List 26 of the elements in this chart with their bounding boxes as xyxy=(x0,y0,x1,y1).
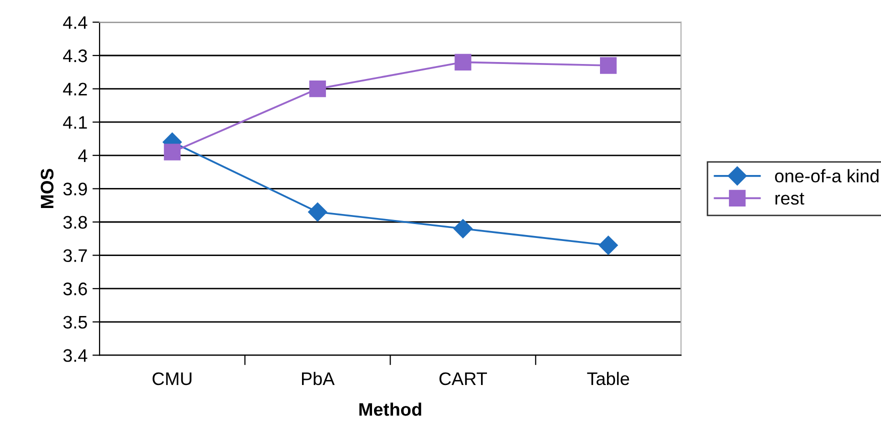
y-tick-label: 3.4 xyxy=(63,349,88,362)
point xyxy=(308,202,328,222)
x-tick-label: PbA xyxy=(302,372,335,386)
y-tick-label: 4 xyxy=(78,150,88,162)
x-tick-label: CMU xyxy=(152,372,192,386)
y-tick-label: 3.8 xyxy=(63,216,87,229)
x-tick-label: CART xyxy=(439,372,487,386)
x-axis-title: Method xyxy=(359,402,422,416)
y-tick-label: 3.9 xyxy=(63,182,87,196)
point xyxy=(164,144,181,160)
y-tick-label: 3.7 xyxy=(63,249,87,262)
y-tick-label: 4.4 xyxy=(63,16,88,29)
point xyxy=(454,54,472,70)
point xyxy=(600,57,617,74)
y-tick-label: 4.1 xyxy=(63,116,87,129)
legend-label: one-of-a kind xyxy=(775,169,879,182)
point xyxy=(598,236,618,255)
y-tick-label: 3.5 xyxy=(63,316,87,329)
y-tick-label: 3.6 xyxy=(63,282,87,296)
y-tick-label: 4.2 xyxy=(63,82,87,96)
y-axis-title: MOS xyxy=(40,168,54,208)
point xyxy=(309,80,326,98)
legend-label: rest xyxy=(775,192,804,205)
point xyxy=(453,219,472,238)
x-tick-label: Table xyxy=(587,372,630,386)
y-tick-label: 4.3 xyxy=(63,49,87,62)
